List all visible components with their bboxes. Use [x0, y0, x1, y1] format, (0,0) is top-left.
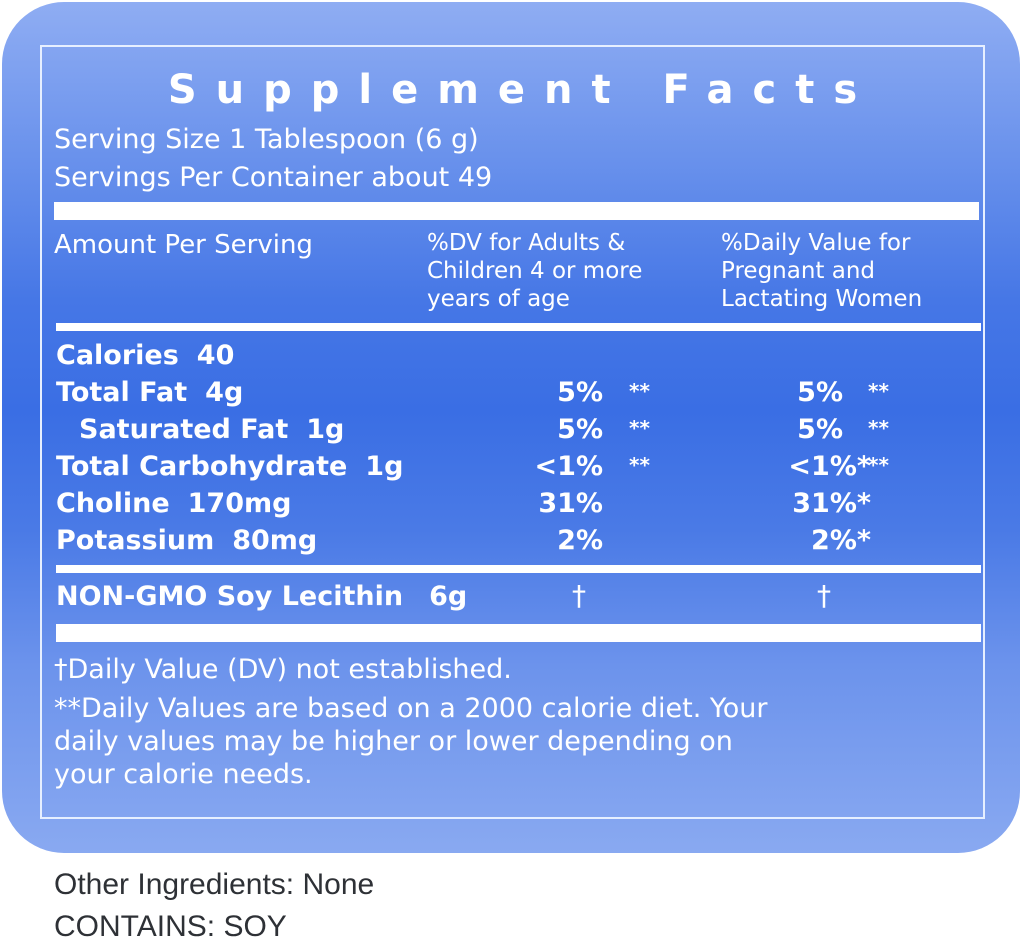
nutrient-amount: 170mg: [187, 488, 292, 519]
dv-pregnant-value: 2%*: [811, 525, 871, 556]
nutrient-label: Total Carbohydrate 1g: [56, 451, 403, 482]
dv-pregnant-value: <1%*: [788, 451, 871, 482]
calories-row: Calories 40: [42, 340, 983, 377]
servings-per-container: Servings Per Container about 49: [54, 162, 493, 193]
divider-nutrients: [56, 565, 981, 573]
dv-adults-value: 5%: [557, 377, 603, 408]
footnote-stars-line-3: your calorie needs.: [54, 759, 313, 790]
dv-pregnant-header: %Daily Value for Pregnant and Lactating …: [721, 229, 922, 313]
dv-adults-dagger: †: [572, 579, 586, 612]
dv-adults-value: 2%: [557, 525, 603, 556]
nutrient-row-saturated-fat: Saturated Fat 1g 5% ** 5% **: [42, 414, 983, 451]
dv-adults-value: <1%: [534, 451, 603, 482]
divider-header: [56, 323, 981, 331]
nutrient-name: Total Fat: [56, 377, 188, 408]
dv-adults-footnote-mark: **: [629, 416, 650, 440]
supplement-facts-box: Supplement Facts Serving Size 1 Tablespo…: [40, 45, 985, 819]
other-ingredient-name: NON-GMO Soy Lecithin: [56, 581, 404, 612]
dv-adults-header-line: years of age: [427, 286, 570, 312]
nutrient-name: Saturated Fat: [79, 414, 289, 445]
nutrient-row-choline: Choline 170mg 31% 31%*: [42, 488, 983, 525]
footnote-stars-line-2: daily values may be higher or lower depe…: [54, 726, 733, 757]
nutrient-row-total-carbohydrate: Total Carbohydrate 1g <1% ** <1%* **: [42, 451, 983, 488]
nutrient-amount: 4g: [205, 377, 244, 408]
dv-pregnant-footnote-mark: **: [868, 453, 889, 477]
other-ingredients-text: Other Ingredients: None: [54, 868, 375, 901]
footnote-stars-line-1: **Daily Values are based on a 2000 calor…: [54, 693, 768, 724]
calories-name: Calories: [56, 340, 179, 371]
dv-pregnant-header-line: Lactating Women: [721, 286, 923, 312]
divider-thick-top: [54, 202, 979, 220]
other-ingredient-label: NON-GMO Soy Lecithin 6g: [56, 581, 467, 612]
nutrient-label: Total Fat 4g: [56, 377, 243, 408]
nutrient-label: Choline 170mg: [56, 488, 291, 519]
calories-amount: 40: [196, 340, 235, 371]
calories-label: Calories 40: [56, 340, 234, 371]
dv-adults-header-line: Children 4 or more: [427, 258, 643, 284]
serving-size: Serving Size 1 Tablespoon (6 g): [54, 124, 479, 155]
nutrient-label: Saturated Fat 1g: [79, 414, 344, 445]
divider-thick-bottom: [56, 624, 981, 642]
dv-pregnant-header-line: Pregnant and: [721, 258, 876, 284]
dv-adults-value: 5%: [557, 414, 603, 445]
dv-adults-footnote-mark: **: [629, 379, 650, 403]
nutrient-amount: 1g: [365, 451, 404, 482]
dv-adults-value: 31%: [538, 488, 603, 519]
dv-adults-footnote-mark: **: [629, 453, 650, 477]
dv-adults-header-line: %DV for Adults &: [427, 230, 626, 256]
nutrient-row-total-fat: Total Fat 4g 5% ** 5% **: [42, 377, 983, 414]
allergen-statement: CONTAINS: SOY: [54, 910, 287, 943]
dv-pregnant-dagger: †: [817, 579, 831, 612]
other-ingredient-amount: 6g: [429, 581, 468, 612]
nutrient-amount: 80mg: [232, 525, 318, 556]
label-title: Supplement Facts: [167, 67, 877, 113]
dv-pregnant-footnote-mark: **: [868, 379, 889, 403]
supplement-facts-panel: Supplement Facts Serving Size 1 Tablespo…: [2, 2, 1020, 853]
nutrient-row-potassium: Potassium 80mg 2% 2%*: [42, 525, 983, 562]
nutrient-name: Choline: [56, 488, 170, 519]
footnote-dagger: †Daily Value (DV) not established.: [54, 654, 512, 685]
dv-pregnant-value: 31%*: [792, 488, 871, 519]
nutrient-amount: 1g: [306, 414, 345, 445]
nutrient-label: Potassium 80mg: [56, 525, 317, 556]
other-ingredient-row: NON-GMO Soy Lecithin 6g † †: [42, 579, 983, 618]
amount-per-serving-header: Amount Per Serving: [54, 230, 313, 260]
dv-pregnant-value: 5%: [797, 377, 843, 408]
nutrient-name: Total Carbohydrate: [56, 451, 348, 482]
dv-pregnant-footnote-mark: **: [868, 416, 889, 440]
dv-pregnant-value: 5%: [797, 414, 843, 445]
dv-pregnant-header-line: %Daily Value for: [721, 230, 911, 256]
dv-adults-header: %DV for Adults & Children 4 or more year…: [427, 229, 642, 313]
nutrient-name: Potassium: [56, 525, 215, 556]
